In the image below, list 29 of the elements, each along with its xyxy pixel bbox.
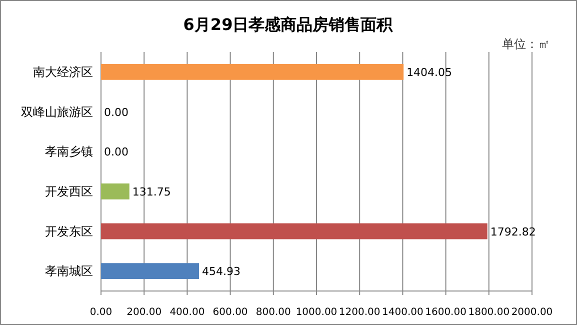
bar	[101, 263, 200, 280]
data-label: 1792.82	[490, 225, 536, 238]
y-tick-label: 开发东区	[45, 224, 93, 238]
x-tick-label: 1000.00	[296, 307, 338, 318]
data-label: 131.75	[132, 185, 171, 198]
x-tick-label: 600.00	[212, 307, 248, 318]
x-tick-label: 2000.00	[511, 307, 553, 318]
x-tick-label: 1600.00	[425, 307, 466, 318]
data-label: 1404.05	[406, 66, 452, 79]
bar	[101, 223, 488, 240]
y-tick-label: 双峰山旅游区	[21, 104, 93, 119]
y-tick-label: 孝南城区	[45, 264, 93, 278]
x-tick-label: 1200.00	[338, 307, 380, 318]
data-label: 0.00	[104, 106, 128, 119]
bar	[101, 183, 130, 200]
data-label: 454.93	[202, 265, 241, 278]
x-tick-label: 800.00	[256, 307, 291, 318]
x-tick-label: 1400.00	[382, 307, 424, 318]
x-tick-label: 200.00	[126, 307, 162, 318]
text: 单位：㎡	[502, 37, 550, 51]
data-label: 0.00	[104, 146, 128, 159]
x-tick-label: 0.00	[90, 307, 112, 318]
x-tick-label: 400.00	[170, 307, 205, 318]
x-tick-label: 1800.00	[468, 307, 510, 318]
y-tick-label: 开发西区	[45, 184, 93, 198]
bar	[101, 64, 404, 80]
chart-title: 6月29日孝感商品房销售面积	[183, 15, 394, 34]
y-tick-label: 南大经济区	[33, 64, 93, 79]
y-tick-label: 孝南乡镇	[45, 144, 93, 159]
